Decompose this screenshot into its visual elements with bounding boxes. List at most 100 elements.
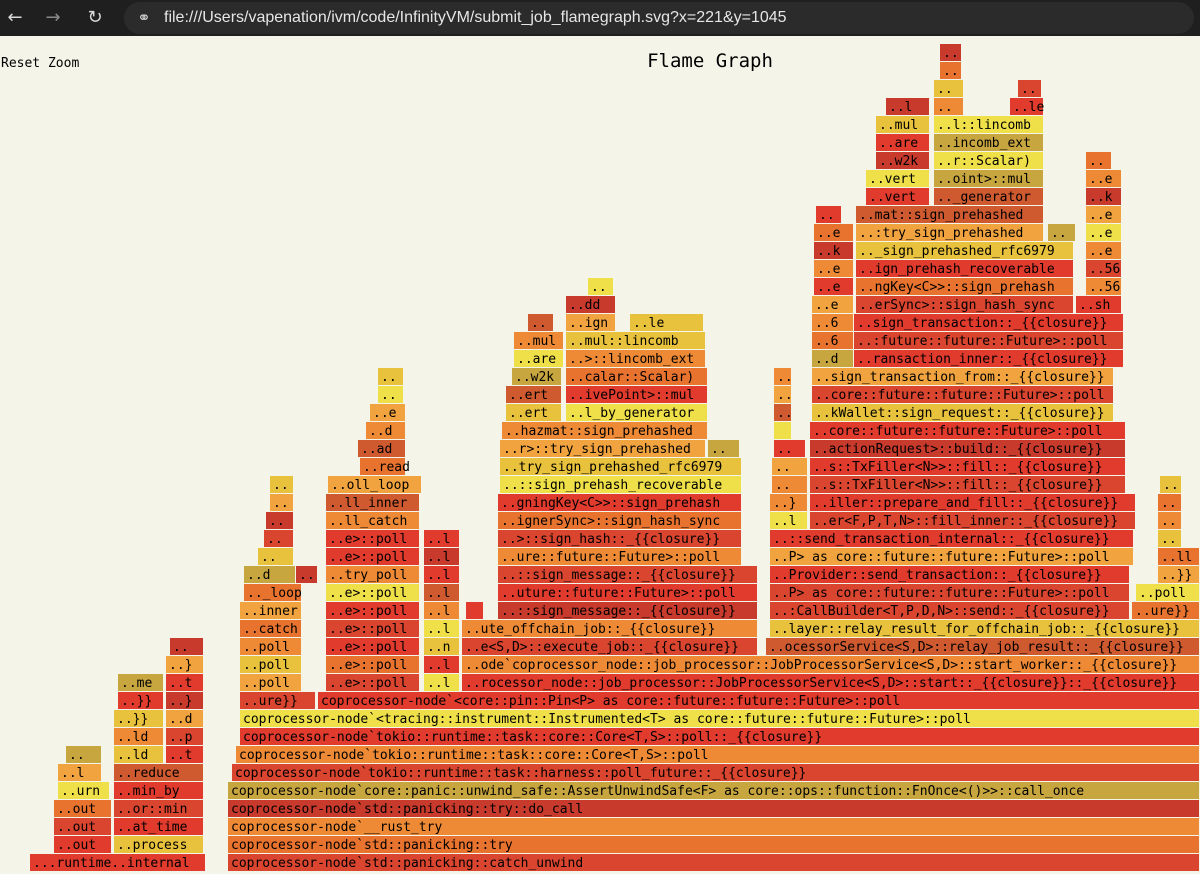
flame-frame[interactable]: .. [772,476,807,493]
flame-frame-rect[interactable] [462,656,1199,673]
flame-frame[interactable]: .._loop [244,584,302,601]
flame-frame[interactable]: ..56 [1086,260,1121,277]
flame-frame[interactable]: ..le [1010,98,1044,115]
flame-frame[interactable]: ..n [424,638,459,655]
flame-frame-rect[interactable] [296,566,317,583]
flame-frame[interactable]: ..} [770,494,807,511]
flame-frame-rect[interactable] [1086,260,1121,277]
flame-frame-rect[interactable] [232,764,1199,781]
flame-frame-rect[interactable] [772,458,807,475]
flame-frame-rect[interactable] [326,512,419,529]
flame-frame[interactable]: ..ll [1158,548,1199,565]
reset-zoom-link[interactable]: Reset Zoom [1,56,80,71]
flame-frame-rect[interactable] [240,602,301,619]
flame-frame[interactable]: ..dd [566,296,615,313]
flame-frame[interactable]: ..core::future::future::Future>::poll [810,422,1125,439]
flame-frame[interactable]: ..ld [114,728,163,745]
flame-frame[interactable]: ..r>::try_sign_prehashed [500,440,705,457]
flame-frame-rect[interactable] [856,242,1073,259]
flame-frame[interactable]: .. [270,476,293,493]
flame-frame[interactable]: ..vert [866,188,929,205]
flame-frame-rect[interactable] [814,224,853,241]
flame-frame[interactable]: ..hazmat::sign_prehashed [502,422,707,439]
flame-frame-rect[interactable] [934,152,1043,169]
flame-frame[interactable]: .. [1086,152,1111,169]
flame-frame[interactable]: ..ll_inner [326,494,419,511]
flame-frame-rect[interactable] [424,530,459,547]
flame-frame-rect[interactable] [812,296,853,313]
flame-frame[interactable]: .._generator [934,188,1043,205]
flame-frame-rect[interactable] [240,674,301,691]
flame-frame[interactable]: ..poll [240,638,301,655]
flame-frame[interactable]: ..e [1086,224,1121,241]
flame-frame[interactable]: ..out [54,800,111,817]
flame-frame[interactable]: ..e>::poll [326,620,419,637]
flame-frame-rect[interactable] [1086,206,1121,223]
flame-frame-rect[interactable] [934,116,1043,133]
flame-frame-rect[interactable] [506,386,561,403]
flame-frame[interactable]: .. [258,548,293,565]
flame-frame[interactable]: ..::sign_prehash_recoverable [500,476,741,493]
flame-frame-rect[interactable] [228,800,1199,817]
flame-frame-rect[interactable] [498,602,757,619]
flame-frame[interactable]: ..ld [114,746,163,763]
flame-frame-rect[interactable] [1086,152,1111,169]
flame-frame-rect[interactable] [1086,278,1121,295]
flame-frame-rect[interactable] [814,260,853,277]
flame-frame[interactable]: ..ivePoint>::mul [566,386,707,403]
flame-frame[interactable]: ..l [886,98,929,115]
flame-frame-rect[interactable] [424,584,459,601]
flame-frame-rect[interactable] [810,440,1125,457]
flame-frame[interactable]: ..try_sign_prehashed_rfc6979 [500,458,741,475]
flame-frame[interactable]: ..56 [1086,278,1121,295]
flame-frame-rect[interactable] [566,368,707,385]
address-bar[interactable]: ⚭ file:///Users/vapenation/ivm/code/Infi… [124,2,1194,34]
flame-frame-rect[interactable] [424,566,459,583]
flame-frame-rect[interactable] [462,674,1199,691]
flame-frame[interactable]: .. [1018,80,1041,97]
flame-frame[interactable]: ..min_by [114,782,203,799]
flame-frame[interactable]: ..e>::poll [326,584,419,601]
flame-frame-rect[interactable] [856,278,1073,295]
flame-frame-rect[interactable] [54,800,111,817]
flame-frame-rect[interactable] [940,44,961,61]
flame-frame-rect[interactable] [240,728,1199,745]
flame-frame-rect[interactable] [630,314,703,331]
flame-frame-rect[interactable] [236,746,1199,763]
flame-frame[interactable]: ..le [630,314,703,331]
flame-frame-rect[interactable] [166,728,203,745]
flame-frame[interactable]: ..l [770,512,807,529]
flame-frame[interactable]: .. [774,440,805,457]
flame-frame[interactable]: ..process [114,836,203,853]
flame-frame[interactable]: ..}} [118,692,163,709]
flame-frame[interactable]: ..ert [506,404,561,421]
flame-frame[interactable]: .. [1048,224,1075,241]
flame-frame[interactable]: ..sign_transaction::_{{closure}} [854,314,1123,331]
flame-frame-rect[interactable] [854,332,1123,349]
flame-frame[interactable]: ..ure}} [240,692,315,709]
flame-frame-rect[interactable] [816,206,841,223]
flame-frame-rect[interactable] [240,656,301,673]
flame-frame-rect[interactable] [770,584,1129,601]
flame-frame[interactable]: ..e>::poll [326,638,419,655]
flame-frame-rect[interactable] [1158,494,1181,511]
flame-frame-rect[interactable] [166,692,203,709]
flame-frame-rect[interactable] [1086,188,1121,205]
flame-frame-rect[interactable] [114,746,163,763]
flame-frame[interactable]: ..l [58,764,101,781]
flame-frame-rect[interactable] [424,548,459,565]
flame-frame[interactable]: ..l [424,620,459,637]
flame-frame-rect[interactable] [498,566,757,583]
flame-frame-rect[interactable] [812,350,853,367]
flame-frame-rect[interactable] [812,368,1113,385]
flame-frame[interactable]: ..::send_transaction_internal::_{{closur… [770,530,1133,547]
flame-frame[interactable]: ..kWallet::sign_request::_{{closure}} [812,404,1113,421]
flame-frame-rect[interactable] [770,548,1133,565]
flame-frame[interactable]: ..ute_offchain_job::_{{closure}} [462,620,757,637]
flame-frame-rect[interactable] [114,818,203,835]
flame-frame[interactable]: ..e [814,260,853,277]
flame-frame-rect[interactable] [58,782,109,799]
flame-frame-rect[interactable] [228,782,1199,799]
flame-frame[interactable]: .. [1160,476,1181,493]
flame-frame[interactable]: coprocessor-node`std::panicking::try [228,836,1199,853]
